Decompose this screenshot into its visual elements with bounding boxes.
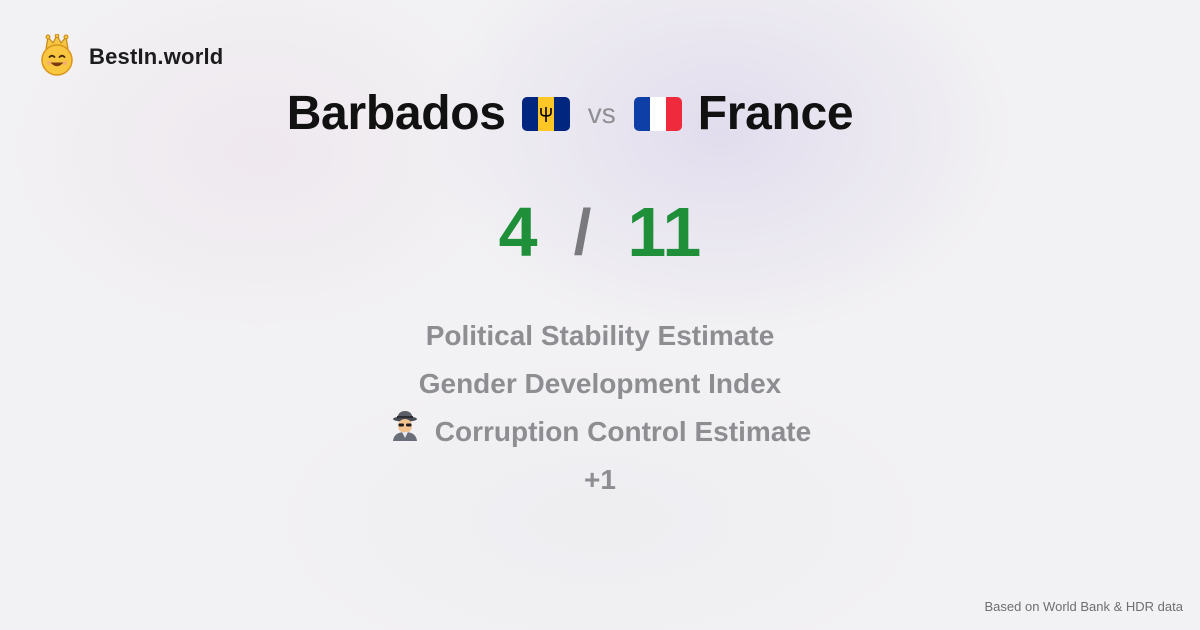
metric-label: +1 (584, 464, 616, 495)
metric-label: Corruption Control Estimate (434, 416, 812, 447)
more-metrics-count: +1 (584, 456, 616, 504)
france-flag-icon (633, 96, 682, 131)
left-country-name: Barbados (286, 87, 506, 140)
right-country-name: France (697, 87, 854, 140)
metric-item: Political Stability Estimate (426, 312, 775, 360)
left-score: 4 (498, 193, 538, 271)
detective-icon (389, 408, 421, 456)
brand-name: BestIn.world (89, 44, 224, 69)
metric-label: Gender Development Index (418, 368, 782, 399)
metric-label: Political Stability Estimate (425, 320, 775, 351)
data-source-note: Based on World Bank & HDR data (984, 599, 1183, 614)
barbados-flag-icon (521, 96, 570, 131)
score-display: 4 / 11 (0, 192, 1200, 272)
metric-item: Corruption Control Estimate (389, 408, 811, 456)
score-separator: / (573, 196, 592, 268)
vs-label: vs (587, 97, 616, 129)
comparison-title: Barbados vs France (0, 86, 1140, 141)
metric-list: Political Stability Estimate Gender Deve… (0, 312, 1200, 504)
brand-header[interactable]: BestIn.world (39, 33, 224, 81)
right-score: 11 (627, 193, 702, 271)
crowned-smiley-icon (39, 33, 75, 81)
metric-item: Gender Development Index (419, 360, 782, 408)
